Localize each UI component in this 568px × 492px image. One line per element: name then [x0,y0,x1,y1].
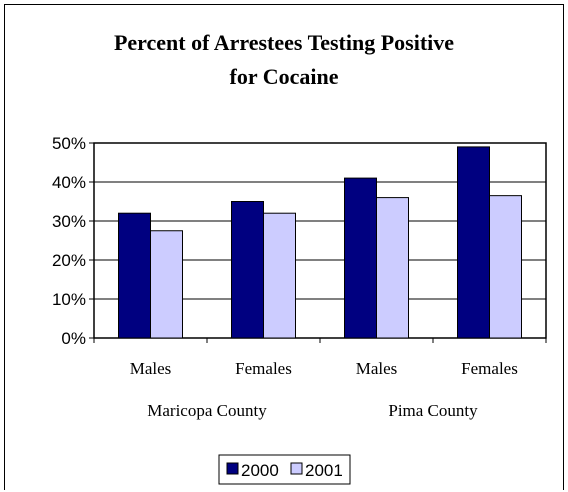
y-tick-label: 40% [52,173,86,192]
chart-title-line-1: Percent of Arrestees Testing Positive [114,30,454,55]
x-category-label: Males [130,359,172,378]
legend-label-2001: 2001 [305,461,343,480]
legend-box [218,454,351,485]
legend-swatch-2001 [290,462,303,475]
y-tick-label: 10% [52,290,86,309]
bar-2000-2 [344,177,377,339]
x-group-label: Pima County [388,401,478,420]
x-category-label: Females [235,359,292,378]
legend-label-2000: 2000 [241,461,279,480]
chart-title-line-2: for Cocaine [230,64,339,89]
y-tick-label: 30% [52,212,86,231]
y-tick-label: 0% [61,329,86,348]
bar-2000-1 [231,201,264,339]
x-category-label: Males [356,359,398,378]
x-group-label: Maricopa County [147,401,267,420]
bar-2000-3 [457,146,490,339]
bar-2001-0 [150,230,183,339]
legend-swatch-2000 [226,462,239,475]
y-tick-label: 50% [52,134,86,153]
bar-2001-3 [489,195,522,339]
bar-2000-0 [118,212,151,339]
bar-2001-2 [376,197,409,339]
bar-2001-1 [263,212,296,339]
x-category-label: Females [461,359,518,378]
y-tick-label: 20% [52,251,86,270]
